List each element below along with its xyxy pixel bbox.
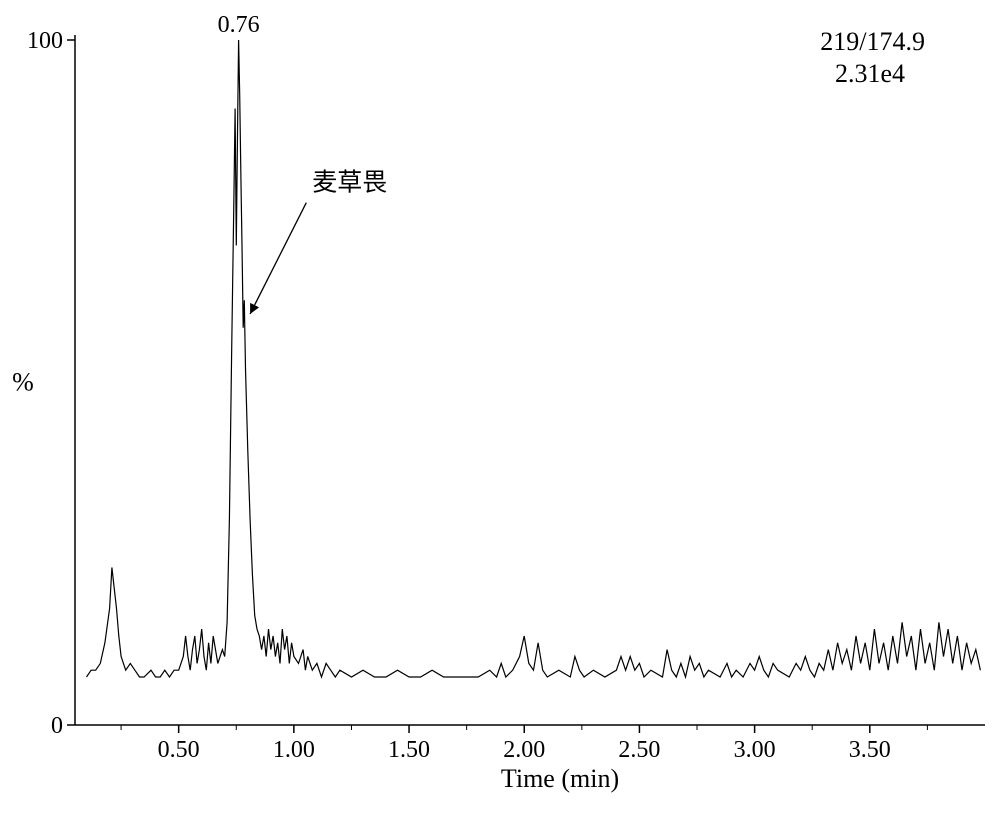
peak-label: 0.76 xyxy=(218,12,260,38)
intensity-label: 2.31e4 xyxy=(835,59,905,88)
x-tick-label: 2.50 xyxy=(618,737,660,763)
x-tick-label: 1.00 xyxy=(273,737,315,763)
x-tick-label: 3.50 xyxy=(849,737,891,763)
y-tick-label: 0 xyxy=(51,713,63,739)
chromatogram-svg: 0 100 0.50 1.00 1.50 2.00 2.50 3.00 3.50% Time (m… xyxy=(0,0,1000,813)
x-tick-label: 3.00 xyxy=(734,737,776,763)
compound-annotation: 麦草畏 xyxy=(312,169,387,197)
plot-background xyxy=(0,0,1000,813)
x-tick-label: 2.00 xyxy=(503,737,545,763)
y-tick-label: 100 xyxy=(27,28,63,54)
x-tick-label: 1.50 xyxy=(388,737,430,763)
chromatogram-figure: 0 100 0.50 1.00 1.50 2.00 2.50 3.00 3.50% Time (m… xyxy=(0,0,1000,813)
x-axis-label: Time (min) xyxy=(501,764,619,793)
transition-label: 219/174.9 xyxy=(820,27,925,56)
x-tick-label: 0.50 xyxy=(158,737,200,763)
y-axis-label: % xyxy=(12,368,34,397)
